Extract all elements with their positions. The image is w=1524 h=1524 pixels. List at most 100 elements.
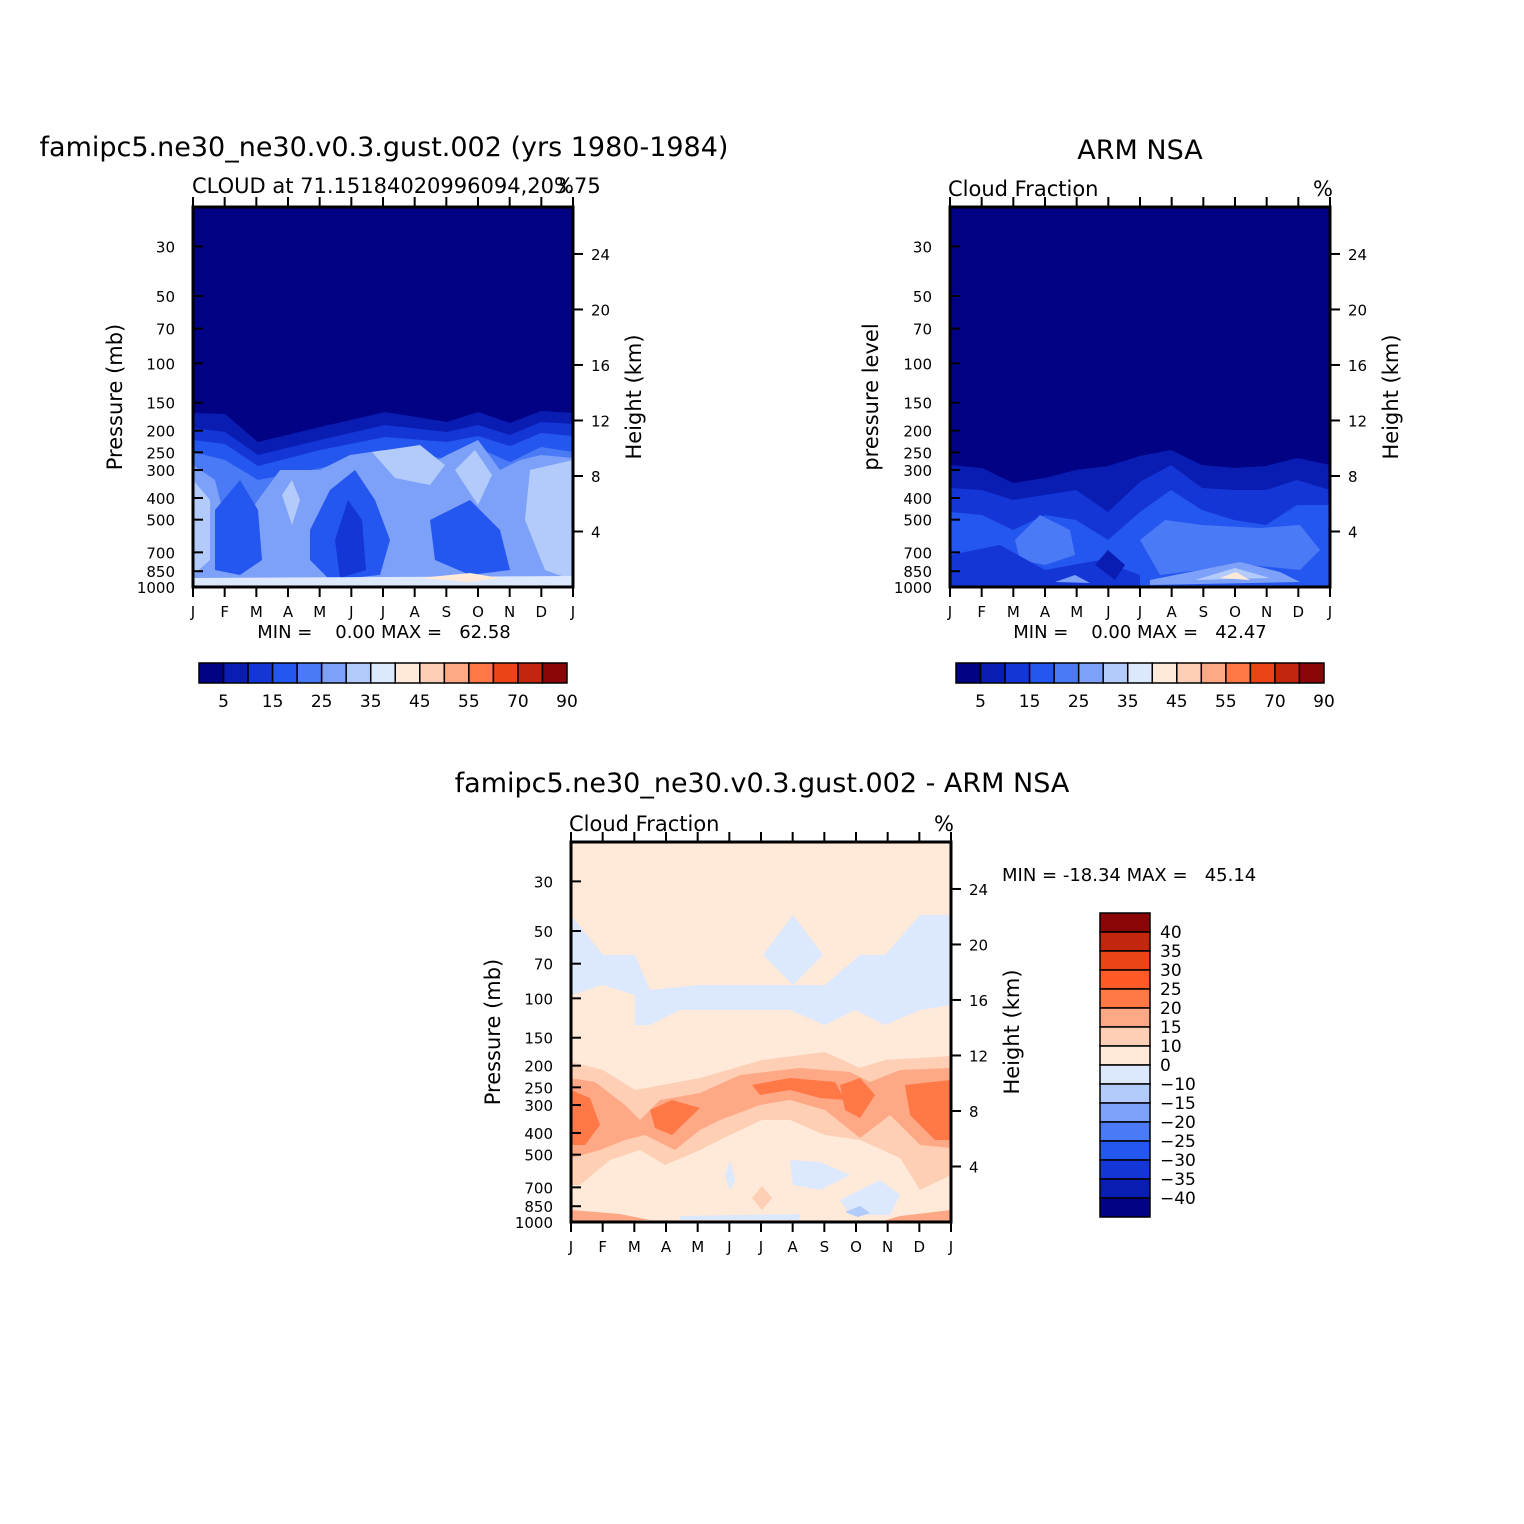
- diff-main-title: famipc5.ne30_ne30.v0.3.gust.002 - ARM NS…: [455, 768, 1070, 799]
- diff-colorbar-label: 10: [1160, 1037, 1182, 1057]
- model-colorbar-box: [394, 662, 421, 684]
- diff-y-label-left: Pressure (mb): [481, 959, 505, 1106]
- panel-model: famipc5.ne30_ne30.v0.3.gust.002 (yrs 198…: [40, 132, 729, 712]
- model-x-tick-label: A: [283, 603, 294, 621]
- model-colorbar-box: [468, 662, 495, 684]
- diff-warm-patch-jul: [752, 1186, 772, 1210]
- obs-y2-tick-label: 4: [1348, 523, 1358, 541]
- diff-colorbar-box: [1099, 1197, 1151, 1218]
- diff-negative-lobe-aug: [763, 915, 823, 985]
- diff-x-tick-label: D: [914, 1238, 926, 1256]
- model-colorbar-label: 45: [409, 692, 431, 712]
- diff-colorbar-label: −15: [1160, 1094, 1196, 1114]
- diff-warm-core-right: [905, 1080, 951, 1140]
- obs-colorbar-label: 45: [1166, 692, 1188, 712]
- model-x-tick-label: J: [570, 603, 575, 621]
- obs-y-tick-label: 400: [903, 490, 932, 508]
- obs-colorbar-box: [1077, 662, 1104, 684]
- obs-y2-tick-label: 12: [1348, 412, 1367, 430]
- model-x-tick-label: J: [380, 603, 385, 621]
- diff-y-tick-label: 250: [524, 1079, 553, 1097]
- obs-colorbar-box: [955, 662, 982, 684]
- diff-colorbar-label: 30: [1160, 961, 1182, 981]
- obs-y-tick-label: 150: [903, 395, 932, 413]
- model-y-tick-label: 850: [146, 563, 175, 581]
- model-x-tick-label: O: [472, 603, 484, 621]
- model-y-tick-label: 100: [146, 355, 175, 373]
- diff-y-tick-label: 500: [524, 1147, 553, 1165]
- obs-dark-base-left: [950, 545, 1140, 587]
- diff-colorbar-box: [1099, 1007, 1151, 1028]
- obs-y-tick-label: 50: [913, 288, 932, 306]
- model-colorbar-box: [419, 662, 446, 684]
- obs-y-tick-label: 700: [903, 544, 932, 562]
- obs-y2-tick-label: 20: [1348, 301, 1367, 319]
- obs-x-tick-label: A: [1040, 603, 1051, 621]
- obs-y-tick-label: 200: [903, 423, 932, 441]
- diff-y-tick-label: 1000: [515, 1214, 553, 1232]
- obs-colorbar-box: [1225, 662, 1252, 684]
- model-x-tick-label: D: [536, 603, 548, 621]
- obs-colorbar-box: [1249, 662, 1276, 684]
- model-y-tick-label: 300: [146, 462, 175, 480]
- model-colorbar-box: [320, 662, 347, 684]
- obs-y2-tick-label: 24: [1348, 246, 1367, 264]
- diff-y2-tick-label: 20: [969, 936, 988, 954]
- diff-colorbar-box: [1099, 931, 1151, 952]
- obs-patch-autumn: [1140, 520, 1320, 575]
- diff-y-tick-label: 700: [524, 1179, 553, 1197]
- model-colorbar-label: 5: [218, 692, 229, 712]
- model-x-tick-label: S: [442, 603, 452, 621]
- diff-x-tick-label: J: [948, 1238, 953, 1256]
- diff-y-tick-label: 850: [524, 1198, 553, 1216]
- obs-colorbar-box: [979, 662, 1006, 684]
- model-colorbar-box: [345, 662, 372, 684]
- model-core-blue-autumn: [430, 500, 510, 575]
- model-y2-tick-label: 24: [591, 246, 610, 264]
- diff-colorbar-box: [1099, 1045, 1151, 1066]
- model-core-dark-jun: [335, 500, 366, 578]
- diff-y-tick-label: 400: [524, 1125, 553, 1143]
- model-y2-tick-label: 20: [591, 301, 610, 319]
- diff-colorbar-label: 0: [1160, 1056, 1171, 1076]
- obs-colorbar-box: [1274, 662, 1301, 684]
- diff-y2-tick-label: 16: [969, 992, 988, 1010]
- diff-x-tick-label: F: [598, 1238, 607, 1256]
- model-y-tick-label: 1000: [137, 579, 175, 597]
- diff-y-tick-label: 30: [534, 873, 553, 891]
- diff-colorbar-box: [1099, 1121, 1151, 1142]
- model-main-title: famipc5.ne30_ne30.v0.3.gust.002 (yrs 198…: [40, 132, 729, 163]
- diff-colorbar-box: [1099, 1102, 1151, 1123]
- diff-y2-tick-label: 8: [969, 1103, 979, 1121]
- model-x-tick-label: M: [313, 603, 326, 621]
- obs-colorbar-box: [1126, 662, 1154, 684]
- diff-y2-tick-label: 24: [969, 881, 988, 899]
- model-x-tick-label: J: [190, 603, 195, 621]
- diff-cool-patch-oct: [840, 1180, 900, 1215]
- model-min-max: MIN = 0.00 MAX = 62.58: [257, 622, 510, 643]
- model-y-label-left: Pressure (mb): [103, 324, 127, 471]
- model-colorbar-box: [247, 662, 274, 684]
- model-y-tick-label: 500: [146, 512, 175, 530]
- obs-light-base-may: [1055, 575, 1090, 583]
- model-y-tick-label: 700: [146, 544, 175, 562]
- model-y-tick-label: 50: [156, 288, 175, 306]
- diff-colorbar-label: −40: [1160, 1189, 1196, 1209]
- diff-y-tick-label: 300: [524, 1097, 553, 1115]
- diff-colorbar-box: [1099, 969, 1151, 990]
- diff-warm-core-oct: [840, 1078, 875, 1118]
- obs-x-tick-label: S: [1199, 603, 1209, 621]
- obs-colorbar-label: 5: [975, 692, 986, 712]
- obs-subtitle: Cloud Fraction: [948, 177, 1099, 201]
- model-y-tick-label: 200: [146, 423, 175, 441]
- obs-main-title: ARM NSA: [1077, 135, 1203, 166]
- diff-subtitle: Cloud Fraction: [569, 812, 720, 836]
- model-light-patch-right: [525, 460, 573, 580]
- model-colorbar-box: [222, 662, 249, 684]
- diff-colorbar-box: [1099, 1140, 1151, 1161]
- obs-x-tick-label: D: [1293, 603, 1305, 621]
- diff-y2-tick-label: 4: [969, 1158, 979, 1176]
- model-colorbar-box: [443, 662, 470, 684]
- model-colorbar-label: 25: [311, 692, 333, 712]
